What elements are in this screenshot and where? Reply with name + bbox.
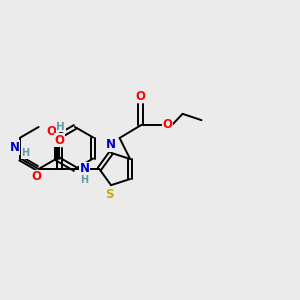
Text: O: O xyxy=(136,90,146,103)
Text: O: O xyxy=(55,134,64,146)
Text: O: O xyxy=(32,170,42,184)
Text: O: O xyxy=(163,118,172,131)
Text: H: H xyxy=(81,175,89,185)
Text: H: H xyxy=(21,148,29,158)
Text: S: S xyxy=(105,188,113,201)
Text: H: H xyxy=(56,122,65,131)
Text: N: N xyxy=(9,141,20,154)
Text: O: O xyxy=(47,125,57,138)
Text: N: N xyxy=(106,138,116,151)
Text: N: N xyxy=(80,163,90,176)
